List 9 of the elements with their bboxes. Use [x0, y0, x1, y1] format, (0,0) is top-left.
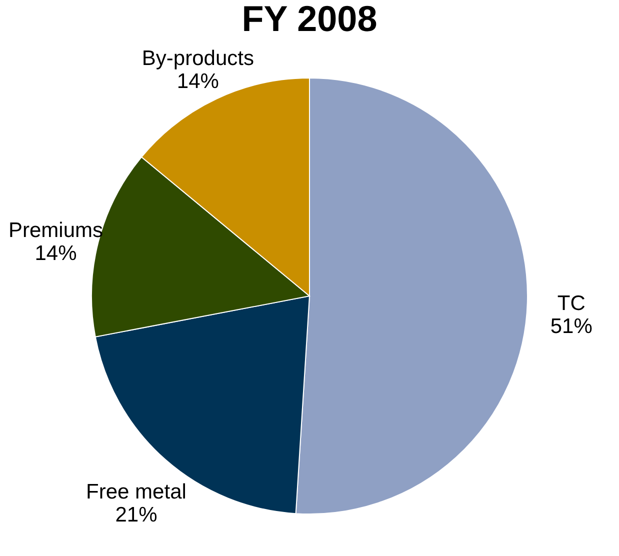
slice-label: TC [557, 292, 586, 316]
slice-label: Premiums [8, 218, 103, 242]
chart-title: FY 2008 [242, 0, 378, 39]
slice-label: Free metal [86, 480, 186, 504]
data-label: 51% [550, 315, 592, 338]
slice-label: By-products [142, 46, 254, 70]
data-label: 14% [34, 242, 77, 265]
data-label: 14% [176, 70, 219, 93]
data-label: 21% [115, 504, 158, 527]
